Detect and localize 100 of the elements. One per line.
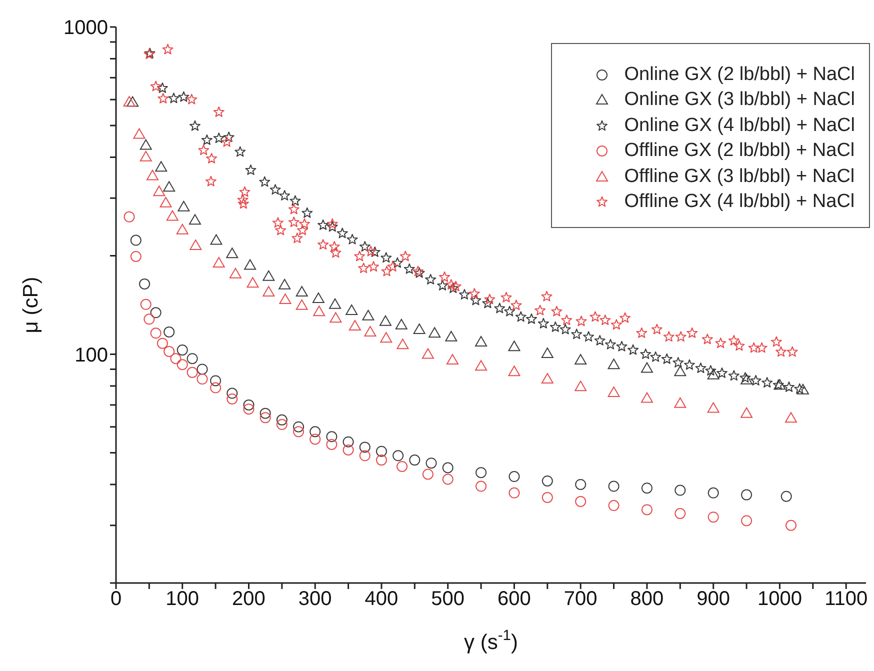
- point: [422, 468, 434, 480]
- point: [762, 377, 773, 388]
- point: [276, 419, 288, 430]
- point: [628, 344, 639, 355]
- point: [313, 306, 326, 316]
- point: [442, 474, 454, 485]
- point: [741, 489, 752, 500]
- point: [310, 434, 321, 445]
- point: [392, 450, 404, 462]
- point: [186, 366, 198, 378]
- point: [223, 132, 234, 142]
- point: [140, 150, 152, 162]
- point: [312, 292, 324, 304]
- point: [359, 442, 370, 453]
- point: [641, 482, 652, 494]
- point: [448, 282, 459, 294]
- point: [583, 331, 594, 342]
- point: [178, 200, 190, 212]
- point: [163, 181, 176, 192]
- x-tick-label: 0: [110, 588, 122, 610]
- point: [369, 246, 380, 257]
- point: [133, 128, 146, 139]
- point: [168, 92, 180, 104]
- x-tick-label: 500: [431, 588, 465, 610]
- point: [262, 286, 275, 296]
- x-tick-label: 1000: [757, 588, 802, 610]
- x-axis-title: γ (s$^{-1}$): [464, 628, 518, 654]
- point: [336, 228, 348, 238]
- point: [392, 257, 403, 268]
- point: [318, 219, 329, 230]
- point: [260, 408, 271, 419]
- point: [380, 252, 392, 263]
- point: [196, 364, 208, 375]
- point: [139, 278, 150, 290]
- point: [476, 480, 487, 492]
- point: [178, 91, 190, 102]
- point: [146, 170, 159, 180]
- point: [176, 359, 188, 370]
- point: [504, 306, 516, 316]
- point: [475, 336, 488, 347]
- point: [226, 248, 238, 258]
- point: [396, 338, 409, 350]
- point: [140, 298, 152, 310]
- point: [541, 373, 554, 384]
- point: [707, 368, 720, 380]
- point: [246, 277, 259, 288]
- point: [342, 444, 354, 456]
- point: [189, 120, 200, 131]
- point: [395, 318, 408, 330]
- x-tick-label: 100: [166, 588, 200, 610]
- point: [229, 268, 242, 278]
- point: [212, 257, 225, 268]
- point: [608, 480, 620, 492]
- point: [380, 332, 392, 343]
- point: [716, 367, 728, 378]
- point: [302, 207, 313, 218]
- point: [210, 382, 222, 394]
- point: [640, 362, 653, 373]
- point: [780, 490, 792, 502]
- point: [144, 314, 155, 325]
- point: [442, 462, 454, 474]
- legend-label: Online GX (2 lb/bbl) + NaCl: [624, 64, 855, 86]
- point: [262, 270, 275, 281]
- point: [244, 259, 256, 270]
- point: [290, 195, 301, 206]
- point: [794, 383, 806, 394]
- point: [293, 426, 304, 438]
- point: [170, 353, 182, 364]
- point: [342, 436, 354, 448]
- point: [541, 348, 554, 358]
- point: [786, 520, 796, 531]
- x-tick-label: 900: [696, 588, 730, 610]
- point: [674, 484, 686, 496]
- point: [326, 431, 338, 442]
- point: [575, 496, 586, 507]
- point: [542, 492, 553, 503]
- point: [608, 386, 620, 398]
- x-tick-label: 200: [232, 588, 266, 610]
- point: [376, 446, 387, 457]
- point: [741, 515, 752, 526]
- point: [575, 478, 586, 490]
- point: [508, 471, 520, 482]
- point: [428, 327, 441, 338]
- point: [296, 286, 308, 296]
- point: [379, 315, 392, 326]
- legend-label: Offline GX (3 lb/bbl) + NaCl: [624, 166, 855, 188]
- x-tick-label: 1100: [824, 588, 868, 610]
- point: [176, 344, 188, 356]
- point: [684, 359, 695, 370]
- point: [359, 241, 370, 252]
- y-axis-title: μ (cP): [19, 276, 42, 334]
- point: [245, 164, 256, 175]
- point: [278, 278, 291, 290]
- point: [123, 96, 136, 106]
- point: [728, 370, 740, 381]
- point: [329, 298, 342, 309]
- x-tick-label: 800: [630, 588, 664, 610]
- point: [542, 475, 553, 486]
- point: [210, 375, 222, 386]
- point: [186, 353, 198, 364]
